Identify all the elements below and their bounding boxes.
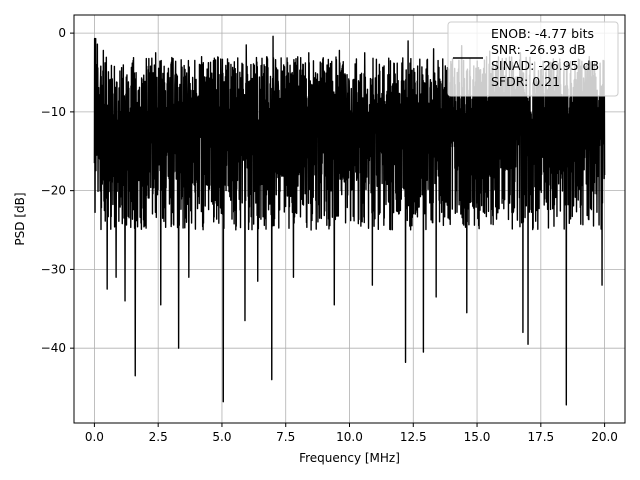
x-tick-label: 5.0	[212, 430, 231, 444]
x-tick-label: 7.5	[276, 430, 295, 444]
x-axis: 0.0 2.5 5.0 7.5 10.0 12.5 15.0 17.5 20.0	[85, 423, 618, 444]
y-tick-label: −10	[41, 105, 66, 119]
x-axis-label: Frequency [MHz]	[299, 451, 400, 465]
legend-entry-snr: SNR: -26.93 dB	[491, 42, 586, 57]
psd-series-line	[93, 35, 606, 406]
x-tick-label: 17.5	[527, 430, 554, 444]
legend-box	[447, 21, 619, 97]
legend-entry-sinad: SINAD: -26.95 dB	[491, 58, 599, 73]
x-tick-label: 10.0	[336, 430, 363, 444]
legend: ENOB: -4.77 bits SNR: -26.93 dB SINAD: -…	[447, 21, 619, 97]
y-tick-label: 0	[58, 26, 66, 40]
x-tick-label: 0.0	[85, 430, 104, 444]
x-tick-label: 12.5	[400, 430, 427, 444]
y-tick-label: −40	[41, 341, 66, 355]
plot-area	[93, 35, 606, 406]
y-tick-label: −20	[41, 184, 66, 198]
y-tick-label: −30	[41, 262, 66, 276]
legend-entry-enob: ENOB: -4.77 bits	[491, 26, 594, 41]
legend-entry-sfdr: SFDR: 0.21	[491, 74, 560, 89]
x-tick-label: 2.5	[149, 430, 168, 444]
y-axis-label: PSD [dB]	[13, 192, 27, 245]
y-axis: 0 −10 −20 −30 −40	[41, 26, 74, 355]
x-tick-label: 15.0	[464, 430, 491, 444]
x-tick-label: 20.0	[591, 430, 618, 444]
